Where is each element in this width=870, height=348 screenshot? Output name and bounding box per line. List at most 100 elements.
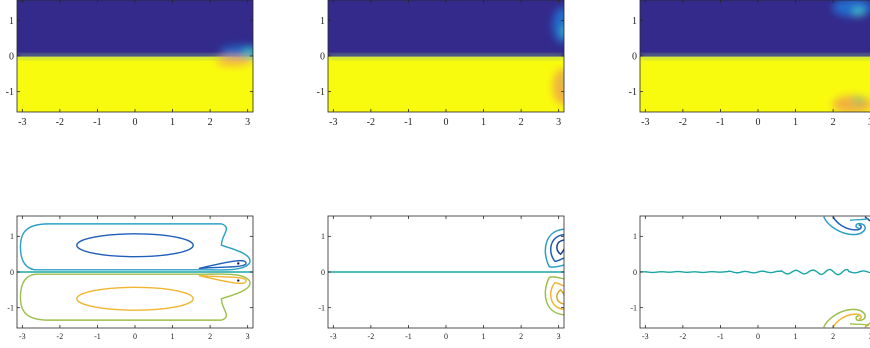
heatmap-interface [17,54,253,59]
x-tick-label: -3 [19,332,26,341]
y-tick-label: 1 [320,16,325,27]
contour-lobe [198,274,247,285]
y-tick-label: 0 [10,268,14,277]
y-tick-label: 1 [9,16,14,27]
panel-bottom-2: -3 -2 -1 0 1 2 3 1 0 -1 [318,215,565,341]
x-tick-label: -3 [642,332,649,341]
y-tick-label: 1 [633,232,637,241]
x-tick-label: 0 [756,332,760,341]
contour-edge-vortex [549,234,564,263]
heatmap-interface [640,54,870,59]
x-tick-label: 0 [133,332,137,341]
x-tick-label: 2 [519,117,524,128]
x-tick-label: -1 [404,117,412,128]
x-tick-label: -2 [367,117,375,128]
contour-edge-vortex [849,323,869,327]
x-tick-label: -1 [94,332,101,341]
plot-area [640,0,870,112]
contour-inner [76,233,194,258]
vortex-mark [832,0,870,17]
x-tick-label: 3 [868,117,870,128]
y-tick-label: 0 [9,52,14,63]
contour-edge-vortex [864,322,870,328]
x-tick-label: 1 [171,332,175,341]
x-tick-label: -2 [56,117,64,128]
contour-edge-vortex [832,313,862,328]
x-tick-label: -2 [679,117,687,128]
x-tick-label: 2 [519,332,523,341]
contour-edge-vortex [544,276,564,316]
heatmap-lower-region [328,56,564,112]
x-tick-label: 3 [556,117,561,128]
y-tick-label: -1 [630,303,637,312]
x-tick-label: 3 [245,117,250,128]
contour-outer [19,223,251,271]
heatmap-upper-region [328,0,564,57]
contour-edge-vortex [849,217,869,221]
heatmap-interface [328,54,564,59]
x-tick-label: 3 [246,332,250,341]
x-tick-label: 1 [170,117,175,128]
contour-inner [76,286,194,311]
y-tick-label: 0 [632,52,637,63]
contour-edge-vortex [544,228,564,268]
vortex-mark [215,45,253,67]
panel-top-2: -3 -2 -1 0 1 2 3 1 0 -1 [317,0,565,128]
x-tick-label: -2 [680,332,687,341]
y-tick-label: 0 [321,268,325,277]
x-tick-label: -1 [716,117,724,128]
y-tick-label: 1 [321,232,325,241]
contour-edge-vortex [556,288,564,305]
x-tick-label: -1 [93,117,101,128]
vortex-mark [552,7,564,44]
x-tick-label: 0 [444,332,448,341]
heatmap-upper-region [17,0,253,57]
y-tick-label: -1 [6,87,14,98]
y-tick-label: 0 [320,52,325,63]
panel-bottom-1: -3 -2 -1 0 1 2 3 1 0 -1 [7,215,254,341]
y-tick-label: -1 [7,303,14,312]
plot-area [328,228,564,316]
x-tick-label: 0 [756,117,761,128]
plot-area [328,0,564,112]
contour-outer [19,273,251,321]
x-tick-label: -2 [57,332,64,341]
x-tick-label: -3 [330,332,337,341]
x-tick-label: -3 [641,117,649,128]
y-tick-label: 0 [633,268,637,277]
contour-edge-vortex [823,308,866,328]
x-tick-label: 0 [133,117,138,128]
contour-edge-vortex [832,216,862,231]
x-tick-label: -1 [717,332,724,341]
x-tick-label: -2 [368,332,375,341]
x-tick-label: -3 [329,117,337,128]
contour-center-point [237,279,240,282]
x-tick-label: 1 [482,332,486,341]
x-tick-label: 1 [794,332,798,341]
panel-top-1: -3 -2 -1 0 1 2 3 1 0 -1 [6,0,254,128]
vortex-mark [832,95,870,112]
x-tick-label: 2 [831,117,836,128]
x-tick-label: 1 [481,117,486,128]
heatmap-lower-region [17,56,253,112]
heatmap-upper-region [640,0,870,57]
x-tick-label: 0 [444,117,449,128]
panel-top-3: -3 -2 -1 0 1 2 3 1 0 -1 [629,0,870,128]
contour-edge-vortex [823,216,866,236]
plot-area [640,216,870,328]
y-tick-label: -1 [317,87,325,98]
x-tick-label: -1 [405,332,412,341]
x-tick-label: 2 [208,117,213,128]
x-tick-label: 1 [793,117,798,128]
contour-edge-vortex [549,281,564,310]
x-tick-label: 2 [831,332,835,341]
contour-center-point [237,262,240,265]
y-tick-label: 1 [632,16,637,27]
plot-area [17,223,253,321]
heatmap-lower-region [640,56,870,112]
x-tick-label: -3 [18,117,26,128]
panel-bottom-3: -3 -2 -1 0 1 2 3 1 0 -1 [630,215,870,341]
y-tick-label: 1 [10,232,14,241]
contour-edge-vortex [864,216,870,222]
